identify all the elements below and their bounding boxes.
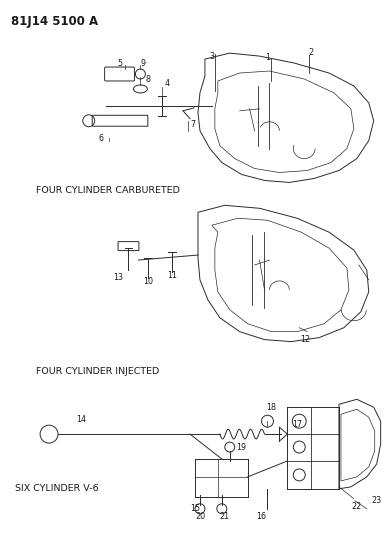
Text: 21: 21	[220, 512, 230, 521]
Text: 12: 12	[300, 335, 310, 344]
Text: 20: 20	[195, 512, 205, 521]
Text: 5: 5	[117, 59, 122, 68]
Text: FOUR CYLINDER CARBURETED: FOUR CYLINDER CARBURETED	[36, 186, 180, 195]
Text: 3: 3	[209, 52, 214, 61]
Text: 16: 16	[257, 512, 266, 521]
Text: 13: 13	[113, 273, 124, 282]
Text: 6: 6	[98, 134, 103, 143]
Text: 1: 1	[265, 53, 270, 62]
Text: SIX CYLINDER V-6: SIX CYLINDER V-6	[15, 484, 99, 494]
Text: 8: 8	[146, 76, 151, 84]
Text: 15: 15	[190, 504, 200, 513]
Text: 14: 14	[76, 415, 86, 424]
Text: 11: 11	[167, 271, 177, 280]
Text: 17: 17	[292, 419, 302, 429]
Text: 81J14 5100 A: 81J14 5100 A	[11, 15, 98, 28]
Text: 22: 22	[352, 502, 362, 511]
Text: 23: 23	[372, 496, 382, 505]
Text: 2: 2	[308, 47, 314, 56]
Text: 7: 7	[190, 120, 195, 129]
Text: FOUR CYLINDER INJECTED: FOUR CYLINDER INJECTED	[36, 367, 160, 376]
Text: 18: 18	[266, 403, 277, 412]
Text: 19: 19	[237, 442, 247, 451]
Text: 10: 10	[144, 277, 153, 286]
Text: 9: 9	[141, 59, 146, 68]
Text: 4: 4	[165, 79, 170, 88]
